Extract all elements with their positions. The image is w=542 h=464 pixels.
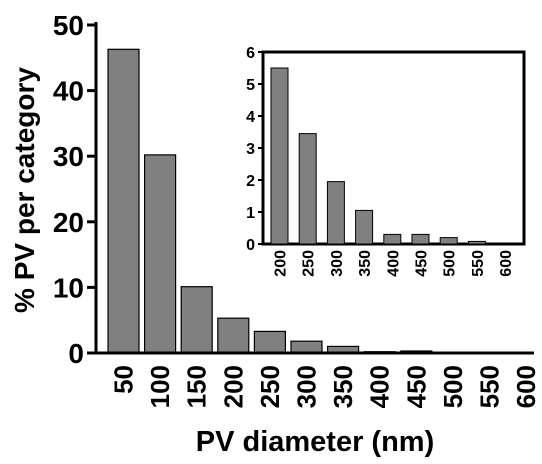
inset-x-tick-label-250: 250 (301, 250, 318, 277)
y-axis-title: % PV per category (9, 67, 40, 313)
inset-x-tick-label-450: 450 (414, 250, 431, 277)
inset-x-tick-label-400: 400 (385, 250, 402, 277)
x-tick-label-600: 600 (511, 365, 541, 408)
x-tick-label-450: 450 (401, 365, 431, 408)
y-tick-label-30: 30 (53, 141, 84, 172)
inset-bar-200 (271, 68, 288, 244)
bar-300 (291, 341, 322, 353)
inset-bar-400 (384, 234, 401, 244)
x-tick-label-500: 500 (438, 365, 468, 408)
inset-y-tick-label-5: 5 (246, 77, 255, 94)
bar-250 (254, 331, 285, 353)
inset-bar-300 (327, 182, 344, 244)
inset-bar-350 (356, 210, 373, 244)
inset-y-tick-label-0: 0 (246, 237, 255, 254)
bar-100 (145, 155, 176, 353)
inset-bar-250 (299, 134, 316, 244)
x-axis-title: PV diameter (nm) (196, 426, 435, 458)
inset-x-tick-label-350: 350 (357, 250, 374, 277)
inset-y-tick-label-1: 1 (246, 205, 255, 222)
x-tick-label-250: 250 (255, 365, 285, 408)
x-tick-label-550: 550 (475, 365, 505, 408)
inset-y-tick-label-6: 6 (246, 45, 255, 62)
inset-x-tick-label-550: 550 (470, 250, 487, 277)
x-tick-label-350: 350 (328, 365, 358, 408)
inset-bar-450 (412, 234, 429, 244)
inset-x-tick-label-200: 200 (273, 250, 290, 277)
bar-50 (108, 49, 139, 353)
x-tick-label-300: 300 (292, 365, 322, 408)
bar-150 (181, 287, 212, 353)
x-tick-label-200: 200 (218, 365, 248, 408)
inset-bar-550 (468, 241, 485, 244)
y-tick-label-10: 10 (53, 272, 84, 303)
x-tick-label-150: 150 (182, 365, 212, 408)
inset-y-tick-label-3: 3 (246, 141, 255, 158)
x-tick-label-50: 50 (109, 365, 139, 394)
y-tick-label-50: 50 (53, 10, 84, 41)
x-tick-label-100: 100 (145, 365, 175, 408)
y-tick-label-0: 0 (68, 338, 84, 369)
inset-y-tick-label-4: 4 (246, 109, 255, 126)
inset-x-tick-label-600: 600 (498, 250, 515, 277)
bar-200 (218, 318, 249, 353)
x-tick-label-400: 400 (365, 365, 395, 408)
inset-x-tick-label-500: 500 (442, 250, 459, 277)
inset-x-tick-label-300: 300 (329, 250, 346, 277)
inset-y-tick-label-2: 2 (246, 173, 255, 190)
y-tick-label-40: 40 (53, 76, 84, 107)
y-tick-label-20: 20 (53, 207, 84, 238)
inset-bar-500 (440, 238, 457, 244)
